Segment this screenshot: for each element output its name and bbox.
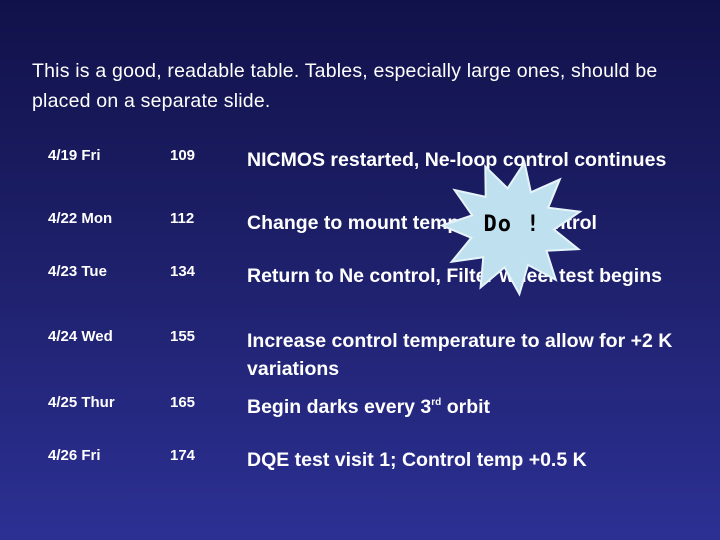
starburst-shape	[439, 160, 583, 297]
do-burst-callout: Do !	[432, 156, 592, 306]
day-number-cell: 155	[170, 328, 196, 345]
date-cell: 4/19 Fri	[48, 147, 101, 164]
event-cell: NICMOS restarted, Ne-loop control contin…	[247, 149, 667, 171]
day-number-cell: 165	[170, 394, 196, 411]
intro-text: This is a good, readable table. Tables, …	[32, 60, 658, 112]
event-cell: Increase control temperature to allow fo…	[247, 330, 673, 380]
day-number-cell: 112	[170, 210, 195, 227]
day-number-cell: 109	[170, 147, 196, 164]
day-number-cell: 174	[170, 447, 196, 464]
event-text-tail: orbit	[441, 396, 491, 418]
event-cell: DQE test visit 1; Control temp +0.5 K	[247, 449, 587, 471]
date-cell: 4/22 Mon	[48, 210, 113, 227]
ordinal-suffix: rd	[431, 397, 442, 408]
date-cell: 4/23 Tue	[48, 263, 107, 280]
date-cell: 4/25 Thur	[48, 394, 115, 411]
burst-label: Do !	[483, 212, 541, 237]
date-cell: 4/26 Fri	[48, 447, 101, 464]
date-cell: 4/24 Wed	[48, 328, 113, 345]
event-text: Begin darks every 3	[247, 396, 432, 418]
event-cell: Begin darks every 3rd orbit	[247, 393, 687, 421]
day-number-cell: 134	[170, 263, 196, 280]
event-cell: Return to Ne control, Filter wheel test …	[247, 265, 662, 287]
